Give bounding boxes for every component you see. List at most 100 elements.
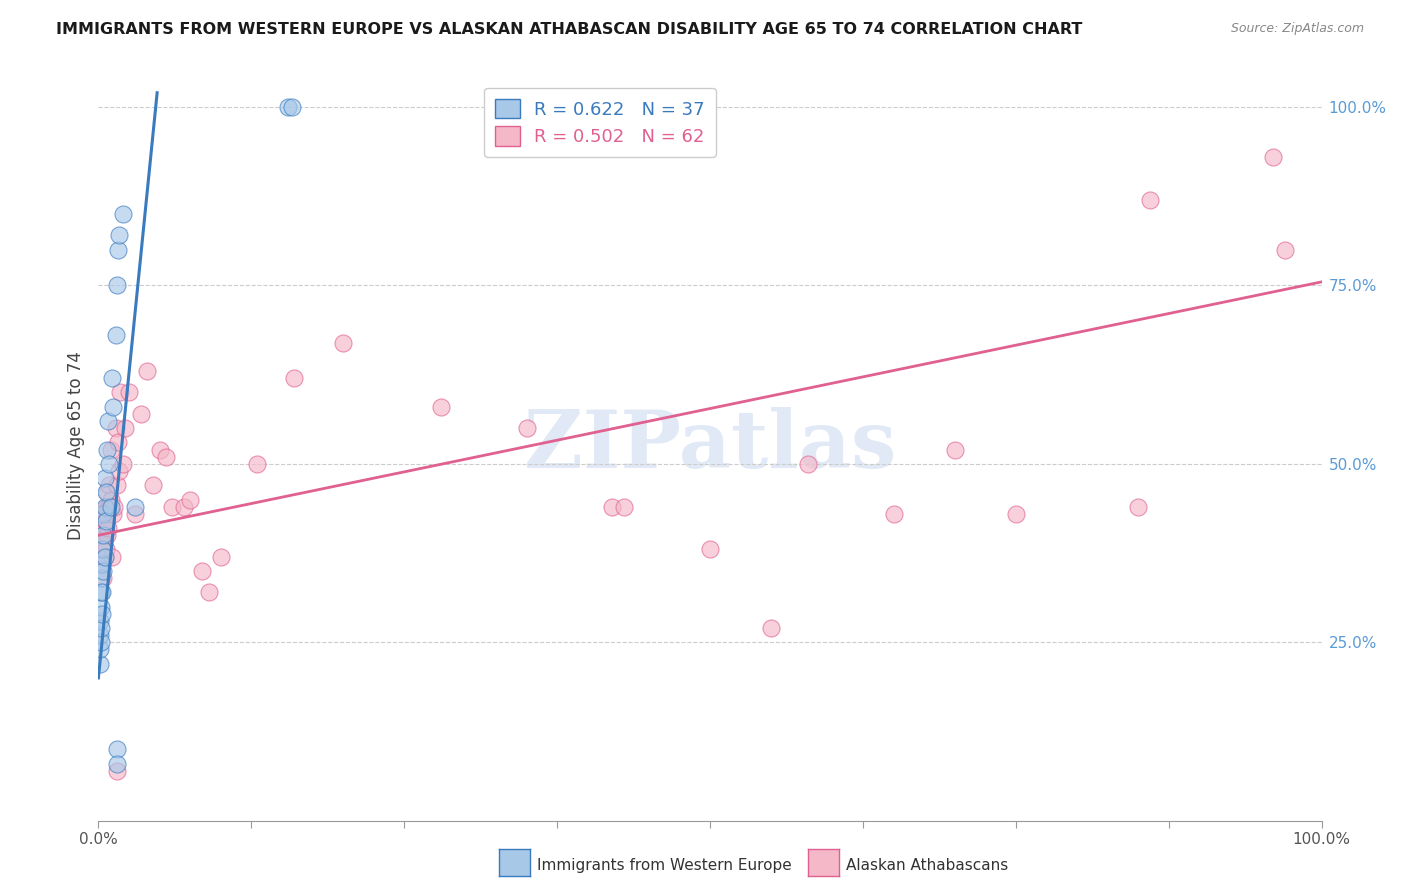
Point <box>94 514 117 528</box>
Point <box>111 207 134 221</box>
Point <box>883 507 905 521</box>
Point <box>1274 243 1296 257</box>
Point <box>101 549 124 564</box>
Point <box>91 557 114 571</box>
Point <box>107 243 129 257</box>
Point <box>155 450 177 464</box>
Point <box>103 500 125 514</box>
Point <box>105 756 128 771</box>
Text: IMMIGRANTS FROM WESTERN EUROPE VS ALASKAN ATHABASCAN DISABILITY AGE 65 TO 74 COR: IMMIGRANTS FROM WESTERN EUROPE VS ALASKA… <box>56 22 1083 37</box>
Point <box>90 542 112 557</box>
Point <box>1139 193 1161 207</box>
Point <box>124 507 146 521</box>
Point <box>105 764 128 778</box>
Point <box>89 614 111 628</box>
Point <box>96 528 118 542</box>
Point <box>160 500 183 514</box>
Point <box>761 621 783 635</box>
Point <box>91 571 114 585</box>
Point <box>97 414 120 428</box>
Point <box>332 335 354 350</box>
Y-axis label: Disability Age 65 to 74: Disability Age 65 to 74 <box>66 351 84 541</box>
Point <box>280 100 302 114</box>
Point <box>149 442 172 457</box>
Point <box>111 457 134 471</box>
Point <box>91 557 114 571</box>
Point <box>101 400 124 414</box>
Point <box>118 385 141 400</box>
Point <box>89 628 111 642</box>
Point <box>91 507 114 521</box>
Point <box>114 421 136 435</box>
Point <box>107 435 129 450</box>
Point <box>89 657 111 671</box>
Text: Source: ZipAtlas.com: Source: ZipAtlas.com <box>1230 22 1364 36</box>
Point <box>600 500 623 514</box>
Point <box>101 507 124 521</box>
Point <box>97 521 120 535</box>
Point <box>94 542 117 557</box>
Text: Immigrants from Western Europe: Immigrants from Western Europe <box>537 858 792 872</box>
Point <box>1261 150 1284 164</box>
Point <box>104 328 127 343</box>
Point <box>1128 500 1150 514</box>
Point <box>96 507 118 521</box>
Point <box>90 599 112 614</box>
Point <box>246 457 269 471</box>
Point <box>91 521 114 535</box>
Point <box>94 500 117 514</box>
Point <box>1004 507 1026 521</box>
Point <box>93 549 115 564</box>
Point <box>191 564 214 578</box>
Point <box>91 542 114 557</box>
Point <box>142 478 165 492</box>
Point <box>209 549 232 564</box>
Point <box>179 492 201 507</box>
Point <box>110 385 132 400</box>
Point <box>93 549 115 564</box>
Point <box>105 278 128 293</box>
Point <box>515 421 537 435</box>
Point <box>89 642 111 657</box>
Point <box>90 635 112 649</box>
Point <box>943 442 966 457</box>
Point <box>136 364 159 378</box>
Point <box>91 521 114 535</box>
Point <box>93 514 115 528</box>
Point <box>100 492 122 507</box>
Point <box>124 500 146 514</box>
Point <box>699 542 721 557</box>
Point <box>797 457 820 471</box>
Point <box>101 371 124 385</box>
Point <box>197 585 219 599</box>
Point <box>90 571 112 585</box>
Point <box>90 621 112 635</box>
Point <box>91 607 114 621</box>
Point <box>96 485 118 500</box>
Point <box>613 500 636 514</box>
Legend: R = 0.622   N = 37, R = 0.502   N = 62: R = 0.622 N = 37, R = 0.502 N = 62 <box>484 88 716 157</box>
Point <box>105 478 128 492</box>
Point <box>91 528 114 542</box>
Text: ZIPatlas: ZIPatlas <box>524 407 896 485</box>
Point <box>91 585 114 599</box>
Point <box>93 471 115 485</box>
Point <box>430 400 453 414</box>
Point <box>104 421 127 435</box>
Point <box>105 742 128 756</box>
Point <box>100 442 122 457</box>
Point <box>90 585 112 599</box>
Point <box>91 535 114 549</box>
Point <box>91 507 114 521</box>
Point <box>100 500 122 514</box>
Point <box>277 100 299 114</box>
Point <box>173 500 195 514</box>
Point <box>283 371 305 385</box>
Point <box>98 457 121 471</box>
Point <box>91 564 114 578</box>
Point <box>97 500 120 514</box>
Point <box>94 485 117 500</box>
Point <box>129 407 152 421</box>
Point <box>96 442 118 457</box>
Point <box>98 500 121 514</box>
